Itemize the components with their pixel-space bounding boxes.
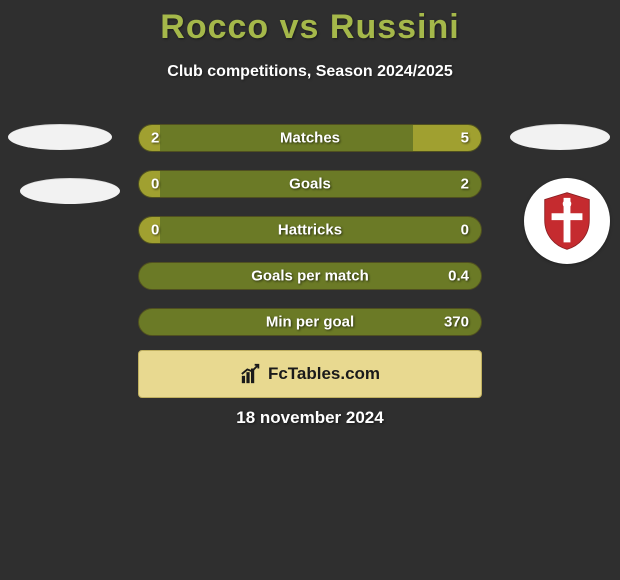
page-title: Rocco vs Russini [0,0,620,47]
page-subtitle: Club competitions, Season 2024/2025 [0,63,620,81]
stat-row: Min per goal370 [138,308,482,336]
stat-value-left: 2 [151,130,159,147]
player-left-badge-2 [20,178,120,204]
player-right-badge-1 [510,124,610,150]
stat-label: Hattricks [139,222,481,239]
stat-row: Goals per match0.4 [138,262,482,290]
branding-text: FcTables.com [268,364,380,384]
stat-value-right: 0.4 [448,268,469,285]
stat-row: Goals0 2 [138,170,482,198]
fctables-branding[interactable]: FcTables.com [138,350,482,398]
stats-panel: Matches25Goals02Hattricks00Goals per mat… [138,124,482,354]
stat-label: Goals [139,176,481,193]
club-crest-right [524,178,610,264]
stat-label: Goals per match [139,268,481,285]
snapshot-date: 18 november 2024 [0,408,620,428]
stat-label: Min per goal [139,314,481,331]
stat-row: Matches25 [138,124,482,152]
stat-value-right: 5 [461,130,469,147]
stat-value-right: 370 [444,314,469,331]
shield-icon [541,191,593,251]
bar-chart-icon [240,363,262,385]
player-left-badge-1 [8,124,112,150]
stat-value-right: 2 [461,176,469,193]
stat-value-right: 0 [461,222,469,239]
stat-value-left: 0 [151,222,159,239]
stat-row: Hattricks0 0 [138,216,482,244]
stat-value-left: 0 [151,176,159,193]
stat-right-fill [413,125,481,151]
